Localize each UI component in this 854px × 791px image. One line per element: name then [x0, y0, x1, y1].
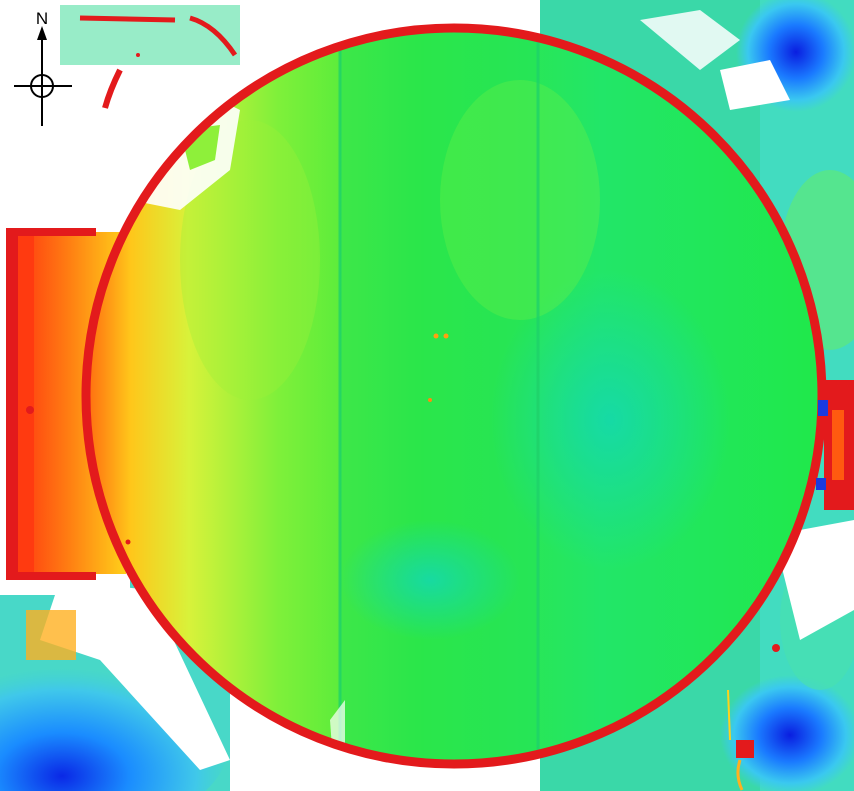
- north-label: N: [35, 9, 49, 28]
- compass-north-arrow: [37, 26, 47, 126]
- wall-fragments: [79, 15, 780, 791]
- side-door-structure: [816, 380, 854, 510]
- tank-floor: [81, 0, 827, 791]
- crosshair-icon: [14, 74, 72, 98]
- floor-markers: [26, 333, 449, 545]
